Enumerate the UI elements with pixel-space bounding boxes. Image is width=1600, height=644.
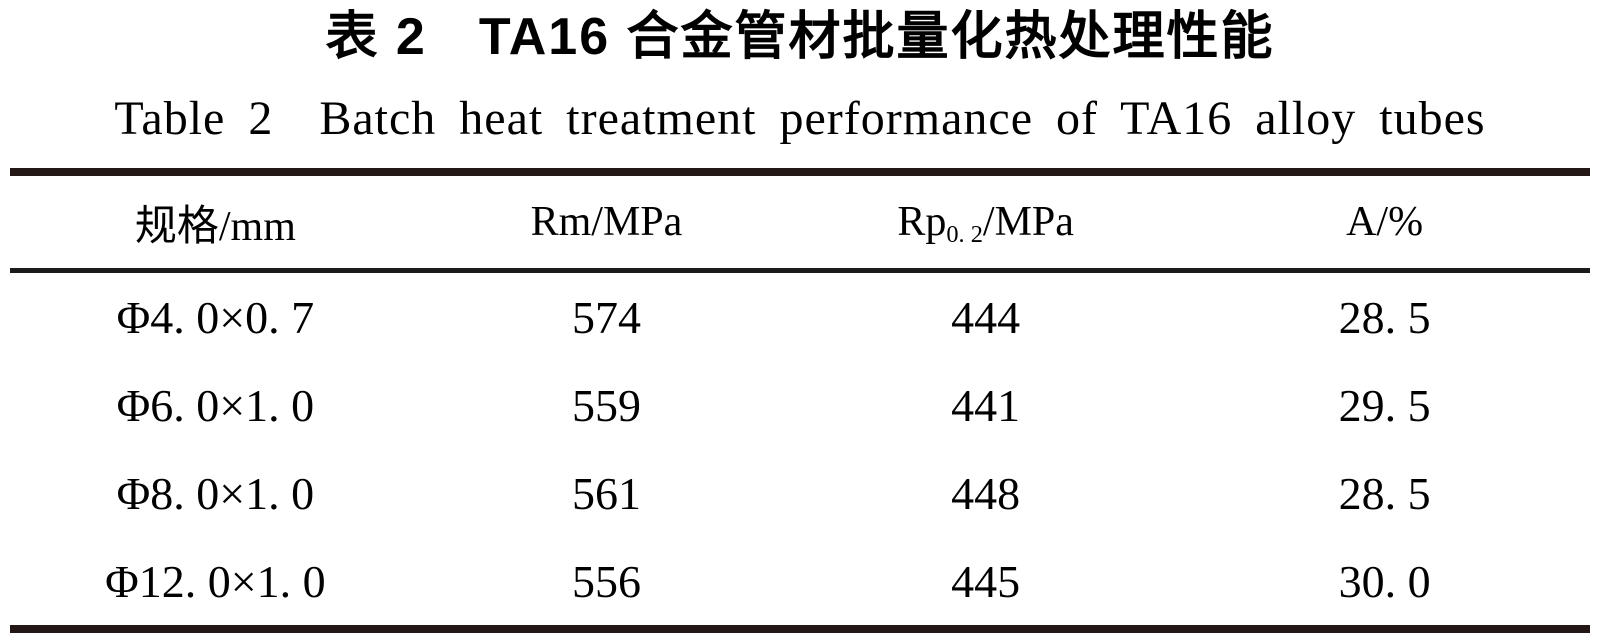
cell-rp02: 448 (951, 467, 1021, 519)
cell-rp02: 444 (951, 291, 1021, 343)
data-table: 规格/mm Rm/MPa Rp0. 2/MPa A/% Φ4. 0×0. 7 5… (10, 168, 1590, 633)
cell-rm: 574 (571, 291, 641, 343)
cell-rm: 559 (571, 379, 641, 431)
table-title-chinese-text: TA16 合金管材批量化热处理性能 (478, 8, 1275, 66)
table-title-english-number: Table 2 (114, 92, 274, 145)
rp-subscript: 0. 2 (946, 220, 983, 248)
cell-rm: 561 (571, 467, 641, 519)
rp-unit: /MPa (982, 199, 1074, 245)
table-title-english-text: Batch heat treatment performance of TA16… (319, 92, 1486, 145)
table-header-row: 规格/mm Rm/MPa Rp0. 2/MPa A/% (10, 176, 1590, 273)
table-title-english: Table 2 Batch heat treatment performance … (0, 76, 1600, 162)
cell-elongation: 28. 5 (1338, 291, 1431, 343)
header-cell-elongation: A/% (1346, 199, 1424, 245)
header-cell-rp02: Rp0. 2/MPa (792, 198, 1179, 248)
table-row: Φ8. 0×1. 0 561 448 28. 5 (10, 449, 1590, 537)
cell-elongation: 29. 5 (1338, 379, 1431, 431)
cell-elongation: 30. 0 (1338, 555, 1431, 607)
table-row: Φ12. 0×1. 0 556 445 30. 0 (10, 537, 1590, 625)
header-cell-rm: Rm/MPa (530, 199, 683, 245)
cell-spec: Φ12. 0×1. 0 (105, 555, 326, 607)
cell-elongation: 28. 5 (1338, 467, 1431, 519)
cell-spec: Φ4. 0×0. 7 (116, 291, 315, 343)
rp-symbol: Rp (897, 199, 947, 245)
table-title-chinese: 表 2 TA16 合金管材批量化热处理性能 (0, 0, 1600, 74)
table-title-chinese-number: 表 2 (325, 8, 427, 66)
table-row: Φ6. 0×1. 0 559 441 29. 5 (10, 361, 1590, 449)
table-row: Φ4. 0×0. 7 574 444 28. 5 (10, 273, 1590, 361)
cell-rm: 556 (571, 555, 641, 607)
cell-spec: Φ8. 0×1. 0 (116, 467, 315, 519)
cell-rp02: 441 (951, 379, 1021, 431)
cell-spec: Φ6. 0×1. 0 (116, 379, 315, 431)
cell-rp02: 445 (951, 555, 1021, 607)
header-cell-spec: 规格/mm (134, 203, 296, 250)
